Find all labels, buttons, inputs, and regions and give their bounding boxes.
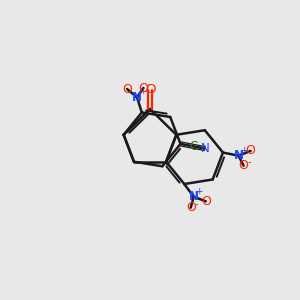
Text: C: C <box>189 140 197 153</box>
Text: +: + <box>195 187 203 196</box>
Text: N: N <box>200 142 209 155</box>
Text: O: O <box>201 195 211 208</box>
Text: N: N <box>189 190 199 203</box>
Text: N: N <box>132 91 142 104</box>
Text: N: N <box>233 149 244 162</box>
Text: O: O <box>146 83 156 96</box>
Text: +: + <box>139 87 146 96</box>
Text: O: O <box>238 159 248 172</box>
Text: -: - <box>248 157 251 167</box>
Text: O: O <box>122 82 132 96</box>
Text: O: O <box>139 82 148 94</box>
Text: O: O <box>246 145 256 158</box>
Text: +: + <box>240 146 248 155</box>
Text: -: - <box>195 199 198 209</box>
Text: O: O <box>186 201 196 214</box>
Text: -: - <box>148 79 151 89</box>
